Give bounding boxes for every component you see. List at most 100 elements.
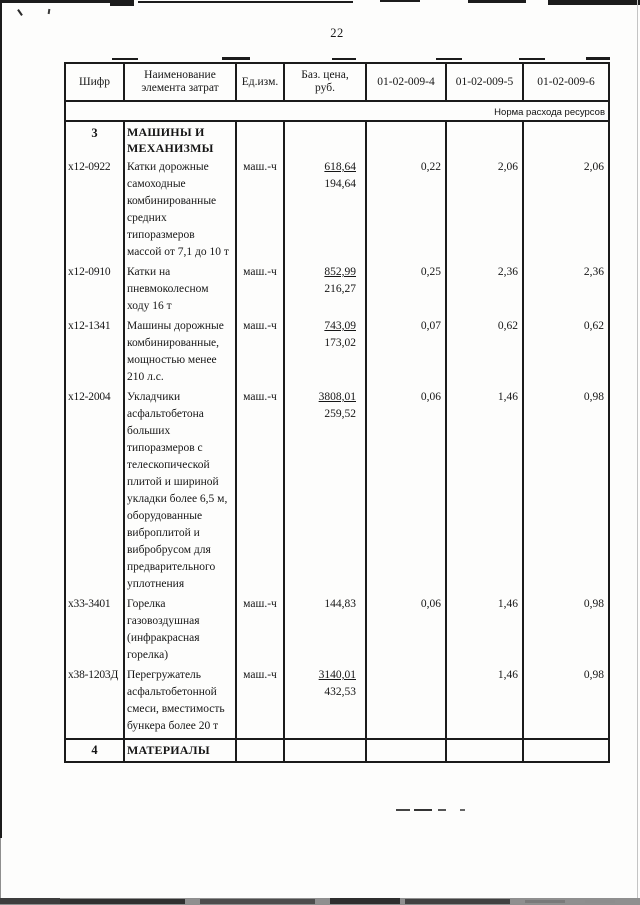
row-norm-6: 2,36 xyxy=(583,266,604,278)
scan-noise-dash xyxy=(519,58,545,60)
price-numerator: 618,64 xyxy=(324,161,356,173)
row-unit: маш.-ч xyxy=(237,389,285,596)
empty-cell xyxy=(447,738,524,761)
section-code: 4 xyxy=(66,738,125,761)
row-norm-4 xyxy=(367,667,447,738)
scan-artifact-top-edge xyxy=(0,0,112,3)
row-unit: маш.-ч xyxy=(237,596,285,667)
row-norm-5: 2,36 xyxy=(447,264,524,318)
price-numerator: 3140,01 xyxy=(318,669,356,681)
row-base-price: 3140,01 432,53 xyxy=(285,667,367,738)
header-cell-norm-01-02-009-6: 01-02-009-6 xyxy=(524,64,608,102)
row-norm-4: 0,06 xyxy=(367,596,447,667)
row-unit: маш.-ч xyxy=(237,159,285,264)
row-norm-6: 0,98 xyxy=(583,598,604,610)
scan-artifact-top-edge xyxy=(380,0,420,2)
empty-cell xyxy=(367,122,447,159)
row-base-price: 144,83 xyxy=(285,596,367,667)
header-cell-name: Наименование элемента затрат xyxy=(125,64,237,102)
scan-artifact-top-edge xyxy=(468,0,526,3)
section-title: МАТЕРИАЛЫ xyxy=(125,738,237,761)
scan-artifact-right-edge xyxy=(637,0,638,905)
scan-artifact-bottom-edge xyxy=(330,898,400,904)
row-base-price: 852,99 216,27 xyxy=(285,264,367,318)
empty-cell xyxy=(524,738,608,761)
section-title: МАШИНЫ И МЕХАНИЗМЫ xyxy=(125,122,237,159)
row-code: х12-0922 xyxy=(66,159,125,264)
scan-noise-dots xyxy=(414,809,432,811)
row-code: х12-2004 xyxy=(66,389,125,596)
row-unit: маш.-ч xyxy=(237,318,285,389)
scan-noise-dots xyxy=(460,809,465,811)
price-numerator: 852,99 xyxy=(324,266,356,278)
row-base-price: 618,64 194,64 xyxy=(285,159,367,264)
row-norm-5: 1,46 xyxy=(447,667,524,738)
row-norm-4: 0,22 xyxy=(367,159,447,264)
row-code: х38-1203Д xyxy=(66,667,125,738)
row-name: Катки на пневмоколесном ходу 16 т xyxy=(125,264,237,318)
row-norm-4: 0,06 xyxy=(367,389,447,596)
price-denominator: 173,02 xyxy=(324,337,356,349)
scan-artifact-left-edge xyxy=(0,838,1,905)
header-cell-norm-01-02-009-5: 01-02-009-5 xyxy=(447,64,524,102)
row-code: х12-1341 xyxy=(66,318,125,389)
scan-artifact-top-edge xyxy=(110,0,134,6)
row-code: х33-3401 xyxy=(66,596,125,667)
header-cell-code: Шифр xyxy=(66,64,125,102)
row-base-price: 743,09 173,02 xyxy=(285,318,367,389)
price-denominator: 259,52 xyxy=(324,408,356,420)
scan-artifact-bottom-edge xyxy=(0,898,640,905)
row-unit: маш.-ч xyxy=(237,264,285,318)
row-name: Горелка газовоздушная (инфракрасная горе… xyxy=(125,596,237,667)
row-unit: маш.-ч xyxy=(237,667,285,738)
price-numerator: 743,09 xyxy=(324,320,356,332)
empty-cell xyxy=(367,738,447,761)
price-numerator: 3808,01 xyxy=(318,391,356,403)
scan-noise-dash xyxy=(222,57,250,60)
row-name: Катки дорожные самоходные комбинированны… xyxy=(125,159,237,264)
scan-noise-dash xyxy=(586,57,610,60)
scan-artifact-top-edge xyxy=(548,0,640,5)
cost-table: Шифр Наименование элемента затрат Ед.изм… xyxy=(64,62,610,763)
price-denominator: 216,27 xyxy=(324,283,356,295)
scan-noise-dash xyxy=(436,58,462,60)
row-norm-6: 0,62 xyxy=(583,320,604,332)
scan-artifact-bottom-edge xyxy=(525,900,565,903)
scan-noise-dash xyxy=(332,58,356,60)
page-number: 22 xyxy=(330,26,344,40)
row-name: Укладчики асфальтобетона больших типораз… xyxy=(125,389,237,596)
scan-artifact-top-edge xyxy=(138,1,353,3)
price-value: 144,83 xyxy=(324,598,356,610)
row-norm-4: 0,25 xyxy=(367,264,447,318)
empty-cell xyxy=(237,738,285,761)
row-norm-5: 1,46 xyxy=(447,596,524,667)
scan-artifact-bottom-edge xyxy=(200,899,315,904)
price-denominator: 194,64 xyxy=(324,178,356,190)
row-norm-5: 0,62 xyxy=(447,318,524,389)
scan-noise-dots xyxy=(396,809,410,811)
table-body: 3 МАШИНЫ И МЕХАНИЗМЫ х12-0922 Катки доро… xyxy=(66,122,608,761)
section-code: 3 xyxy=(66,122,125,159)
scan-mark-backslash xyxy=(17,9,23,16)
row-norm-5: 1,46 xyxy=(447,389,524,596)
empty-cell xyxy=(447,122,524,159)
row-norm-6: 0,98 xyxy=(583,669,604,681)
empty-cell xyxy=(285,738,367,761)
row-name: Перегружатель асфальтобетонной смеси, вм… xyxy=(125,667,237,738)
scan-artifact-left-edge xyxy=(0,0,2,838)
table-header: Шифр Наименование элемента затрат Ед.изм… xyxy=(66,64,608,102)
scan-noise-dash xyxy=(112,58,138,60)
empty-cell xyxy=(524,122,608,159)
scan-artifact-bottom-edge xyxy=(0,898,60,904)
empty-cell xyxy=(285,122,367,159)
price-denominator: 432,53 xyxy=(324,686,356,698)
empty-cell xyxy=(237,122,285,159)
scan-artifact-bottom-edge xyxy=(60,899,185,904)
header-cell-unit: Ед.изм. xyxy=(237,64,285,102)
row-norm-5: 2,06 xyxy=(447,159,524,264)
scan-artifact-bottom-edge xyxy=(405,899,510,904)
row-norm-4: 0,07 xyxy=(367,318,447,389)
header-cell-base-price: Баз. цена, руб. xyxy=(285,64,367,102)
row-base-price: 3808,01 259,52 xyxy=(285,389,367,596)
